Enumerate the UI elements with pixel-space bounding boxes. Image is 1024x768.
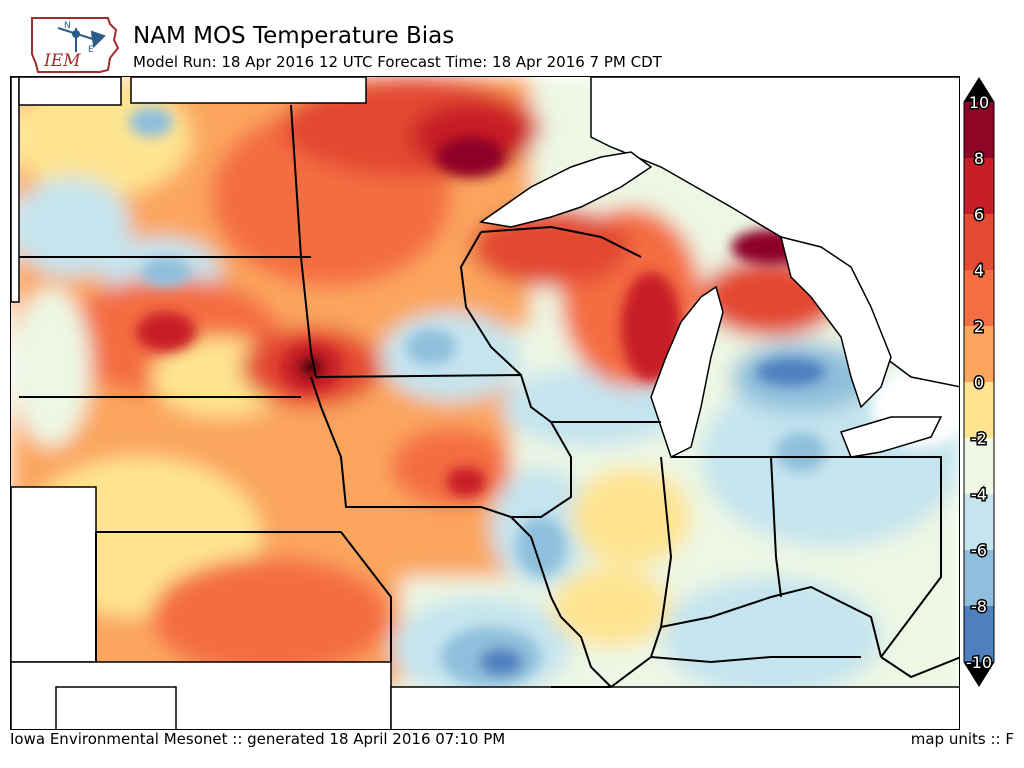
no-data-areas bbox=[11, 77, 959, 729]
bias-map bbox=[11, 77, 959, 729]
colorbar-tick-label: 8 bbox=[974, 149, 984, 168]
colorbar-tick-label: -4 bbox=[971, 485, 987, 504]
colorbar-band bbox=[964, 214, 994, 270]
colorbar-band bbox=[964, 438, 994, 494]
page-title: NAM MOS Temperature Bias bbox=[133, 23, 455, 49]
colorbar-upper-extend bbox=[964, 78, 994, 102]
colorbar-lower-extend bbox=[964, 662, 994, 686]
colorbar-band bbox=[964, 158, 994, 214]
iem-logo: N E IEM bbox=[30, 14, 122, 76]
svg-text:N: N bbox=[64, 21, 71, 31]
logo-text: IEM bbox=[43, 51, 81, 71]
colorbar-tick-label: 4 bbox=[974, 261, 984, 280]
colorbar-tick-label: 6 bbox=[974, 205, 984, 224]
colorbar-tick-label: -8 bbox=[971, 597, 987, 616]
colorbar-scale: 10 8 6 4 2 0 -2 -4 -6 -8 -10 bbox=[963, 77, 995, 687]
footer-units: map units :: F bbox=[910, 730, 1014, 748]
colorbar-tick-label: 2 bbox=[974, 317, 984, 336]
colorbar-band bbox=[964, 382, 994, 438]
colorbar-band bbox=[964, 102, 994, 158]
footer-credit: Iowa Environmental Mesonet :: generated … bbox=[10, 730, 506, 748]
iowa-outline-logo-icon bbox=[31, 17, 120, 73]
colorbar: 10 8 6 4 2 0 -2 -4 -6 -8 -10 bbox=[958, 72, 1024, 696]
map-panel bbox=[10, 76, 960, 730]
colorbar-band bbox=[964, 550, 994, 606]
colorbar-outline bbox=[963, 77, 995, 687]
weather-vane-icon: N E bbox=[57, 21, 106, 55]
svg-text:E: E bbox=[88, 45, 94, 55]
state-boundaries bbox=[19, 104, 959, 688]
page-subtitle: Model Run: 18 Apr 2016 12 UTC Forecast T… bbox=[133, 53, 662, 71]
colorbar-tick-label: -6 bbox=[971, 541, 987, 560]
colorbar-tick-label: 10 bbox=[969, 93, 989, 112]
colorbar-band bbox=[964, 270, 994, 326]
colorbar-tick-label: -2 bbox=[971, 429, 987, 448]
colorbar-band bbox=[964, 606, 994, 662]
colorbar-band bbox=[964, 494, 994, 550]
colorbar-tick-label: -10 bbox=[966, 653, 992, 672]
colorbar-band bbox=[964, 326, 994, 382]
colorbar-tick-label: 0 bbox=[974, 373, 984, 392]
